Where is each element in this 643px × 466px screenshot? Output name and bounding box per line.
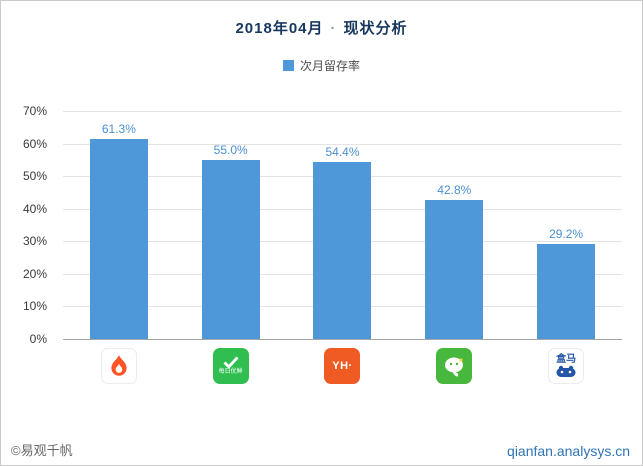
flame-app-icon	[100, 348, 137, 384]
chart-title: 2018年04月 · 现状分析	[1, 17, 642, 38]
icon-slot: YH·	[287, 348, 399, 384]
bar[interactable]	[201, 159, 260, 339]
bar-slot: 61.3%	[63, 111, 175, 339]
bar-value-label: 55.0%	[213, 142, 248, 157]
legend-item[interactable]: 次月留存率	[1, 57, 642, 74]
legend-swatch	[282, 60, 294, 71]
bar[interactable]	[313, 161, 372, 339]
bar-slot: 42.8%	[398, 111, 510, 339]
legend-label: 次月留存率	[299, 59, 360, 73]
bar-slot: 29.2%	[510, 111, 622, 339]
x-axis-icons: 每日优鲜 YH· 盒马	[63, 348, 622, 384]
icon-slot	[63, 348, 175, 384]
bar-value-label: 42.8%	[437, 182, 472, 197]
gridline	[63, 111, 622, 112]
copyright-label: ©易观千帆	[11, 443, 73, 458]
y-axis: 70% 60% 50% 40% 30% 20% 10% 0%	[1, 104, 55, 346]
plot-area: 61.3% 55.0% 54.4% 42.8% 29.2%	[63, 111, 622, 340]
missfresh-label: 每日优鲜	[218, 369, 243, 375]
bar-slot: 54.4%	[287, 111, 399, 339]
hema-app-icon: 盒马	[548, 348, 585, 384]
icon-slot	[398, 348, 510, 384]
bars-row: 61.3% 55.0% 54.4% 42.8% 29.2%	[63, 111, 622, 339]
bar-value-label: 54.4%	[325, 144, 360, 159]
y-axis-tick-label: 40%	[22, 201, 47, 216]
y-axis-tick-label: 30%	[22, 234, 47, 249]
gridline	[63, 143, 622, 145]
bar[interactable]	[537, 243, 596, 339]
icon-slot: 每日优鲜	[175, 348, 287, 384]
y-axis-tick-label: 70%	[22, 104, 47, 118]
bar-value-label: 61.3%	[101, 122, 136, 137]
bar[interactable]	[89, 139, 148, 339]
flame-icon	[111, 355, 127, 376]
yonghui-label: YH·	[332, 360, 353, 372]
title-separator: ·	[330, 20, 337, 37]
title-date: 2018年04月	[235, 20, 324, 37]
bar[interactable]	[425, 199, 484, 339]
y-axis-tick-label: 60%	[22, 136, 47, 151]
elephant-icon	[445, 357, 464, 377]
leaf-check-icon	[223, 356, 239, 369]
yonghui-app-icon: YH·	[324, 348, 361, 384]
y-axis-tick-label: 10%	[22, 299, 47, 314]
bar-value-label: 29.2%	[549, 226, 584, 241]
y-axis-tick-label: 0%	[29, 332, 47, 346]
hema-label: 盒马	[556, 354, 577, 365]
hippo-icon	[556, 365, 576, 377]
y-axis-tick-label: 20%	[22, 266, 47, 281]
y-axis-tick-label: 50%	[22, 169, 47, 184]
xiaoxiang-app-icon	[436, 348, 473, 384]
icon-slot: 盒马	[510, 348, 622, 384]
gridline	[63, 339, 622, 340]
missfresh-app-icon: 每日优鲜	[212, 348, 249, 384]
title-text: 现状分析	[343, 20, 408, 37]
bar-slot: 55.0%	[175, 111, 287, 339]
site-link[interactable]: qianfan.analysys.cn	[507, 443, 630, 459]
